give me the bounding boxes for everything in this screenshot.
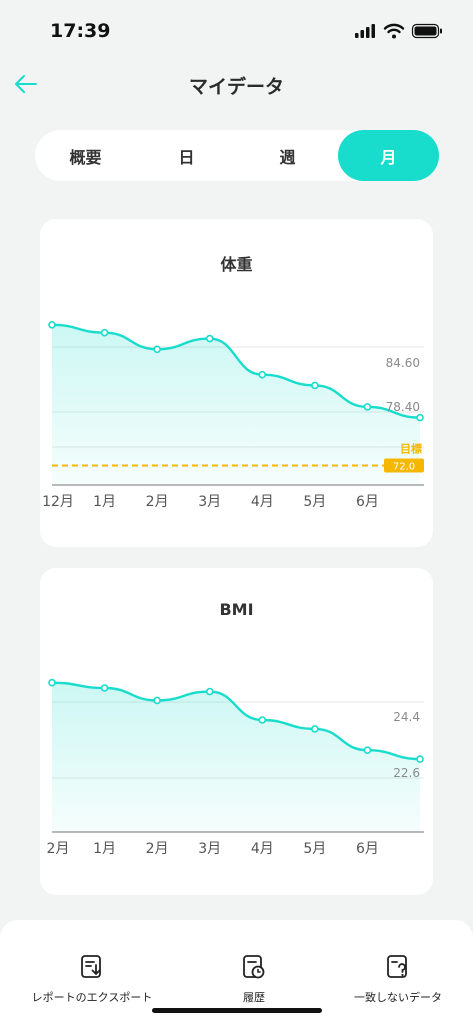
- bmi-chart-title: BMI: [219, 600, 254, 619]
- weight-x-tick-label: 4月: [251, 494, 274, 510]
- weight-x-tick-label: 2月: [146, 494, 169, 510]
- weight-value-label: 78.40: [386, 400, 420, 414]
- weight-point: [311, 381, 319, 390]
- weight-goal-badge: [384, 458, 424, 473]
- bmi-x-tick-label: 2月: [47, 841, 70, 857]
- tab-day[interactable]: 日: [178, 147, 195, 167]
- bmi-x-tick-label: 3月: [198, 841, 221, 857]
- arrow-left-icon[interactable]: [10, 68, 42, 100]
- export-report-icon: [81, 955, 101, 978]
- bmi-chart-card[interactable]: BMI 24.4 22.6 2月 1月 2月 3月 4月 5月 6月: [40, 568, 433, 895]
- period-segmented-control: 概要 日 週 月: [35, 130, 439, 181]
- bmi-x-tick-label: 2月: [146, 841, 169, 857]
- weight-point: [258, 370, 267, 379]
- bmi-point: [205, 687, 214, 696]
- wifi-icon: [383, 23, 405, 39]
- bmi-x-tick-label: 4月: [251, 841, 274, 857]
- bmi-point: [416, 755, 424, 763]
- bmi-point: [363, 746, 372, 755]
- tab-week[interactable]: 週: [279, 147, 296, 167]
- weight-value-label: 84.60: [386, 356, 420, 370]
- weight-area: [52, 324, 420, 485]
- home-indicator: [152, 1008, 322, 1013]
- weight-chart-title: 体重: [220, 255, 253, 274]
- weight-point: [205, 334, 214, 343]
- weight-point: [363, 403, 372, 411]
- page-title: マイデータ: [188, 76, 284, 98]
- weight-x-tick-label: 3月: [198, 494, 221, 510]
- tab-overview[interactable]: 概要: [69, 147, 102, 167]
- bmi-point: [258, 716, 267, 724]
- unmatched-data-label: 一致しないデータ: [354, 991, 442, 1004]
- bmi-point: [153, 696, 161, 705]
- weight-point: [48, 321, 56, 329]
- weight-point: [100, 328, 109, 337]
- history-icon: [243, 955, 265, 979]
- status-bar: 17:39: [0, 0, 473, 56]
- battery-icon: [411, 23, 442, 39]
- bmi-chart: 24.4 22.6 2月 1月 2月 3月 4月 5月 6月: [47, 678, 424, 857]
- weight-point: [416, 413, 424, 422]
- weight-x-tick-label: 12月: [42, 494, 74, 510]
- bmi-point: [100, 684, 109, 692]
- status-time: 17:39: [50, 20, 111, 42]
- weight-chart-card[interactable]: 体重 72.0 目標 84.60 78.40 12月 1月 2月 3月 4月 5月 6月: [40, 219, 433, 547]
- weight-goal-label: 目標: [400, 441, 422, 455]
- weight-chart: 72.0 目標 84.60 78.40 12月 1月 2月 3月 4月 5月 6月: [42, 321, 424, 510]
- unmatched-data-button[interactable]: 一致しないデータ: [318, 954, 473, 1005]
- weight-x-tick-label: 5月: [303, 494, 326, 510]
- bmi-point: [311, 725, 319, 733]
- bmi-point: [48, 678, 56, 687]
- weight-x-tick-label: 6月: [356, 494, 379, 510]
- signal-icon: [355, 24, 375, 38]
- bmi-x-tick-label: 5月: [303, 841, 326, 857]
- weight-line: [51, 323, 421, 419]
- status-icons: [355, 23, 442, 39]
- bmi-area: [52, 682, 420, 832]
- export-report-label: レポートのエクスポート: [31, 991, 153, 1004]
- bmi-value-label: 24.4: [393, 710, 420, 724]
- history-label: 履歴: [243, 991, 265, 1004]
- header: マイデータ: [0, 58, 473, 110]
- bmi-x-tick-label: 6月: [356, 841, 379, 857]
- bmi-value-label: 22.6: [393, 766, 420, 780]
- history-button[interactable]: 履歴: [174, 954, 334, 1005]
- weight-point: [153, 345, 161, 354]
- bmi-x-tick-label: 1月: [93, 841, 116, 857]
- weight-goal-value: 72.0: [393, 461, 415, 472]
- unmatched-data-icon: [387, 955, 407, 978]
- weight-x-tick-label: 1月: [93, 494, 116, 510]
- export-report-button[interactable]: レポートのエクスポート: [12, 954, 172, 1005]
- bottom-action-bar: レポートのエクスポート 履歴 一致しないデータ: [0, 920, 473, 1024]
- tab-month[interactable]: 月: [338, 130, 439, 181]
- bmi-line: [51, 681, 421, 761]
